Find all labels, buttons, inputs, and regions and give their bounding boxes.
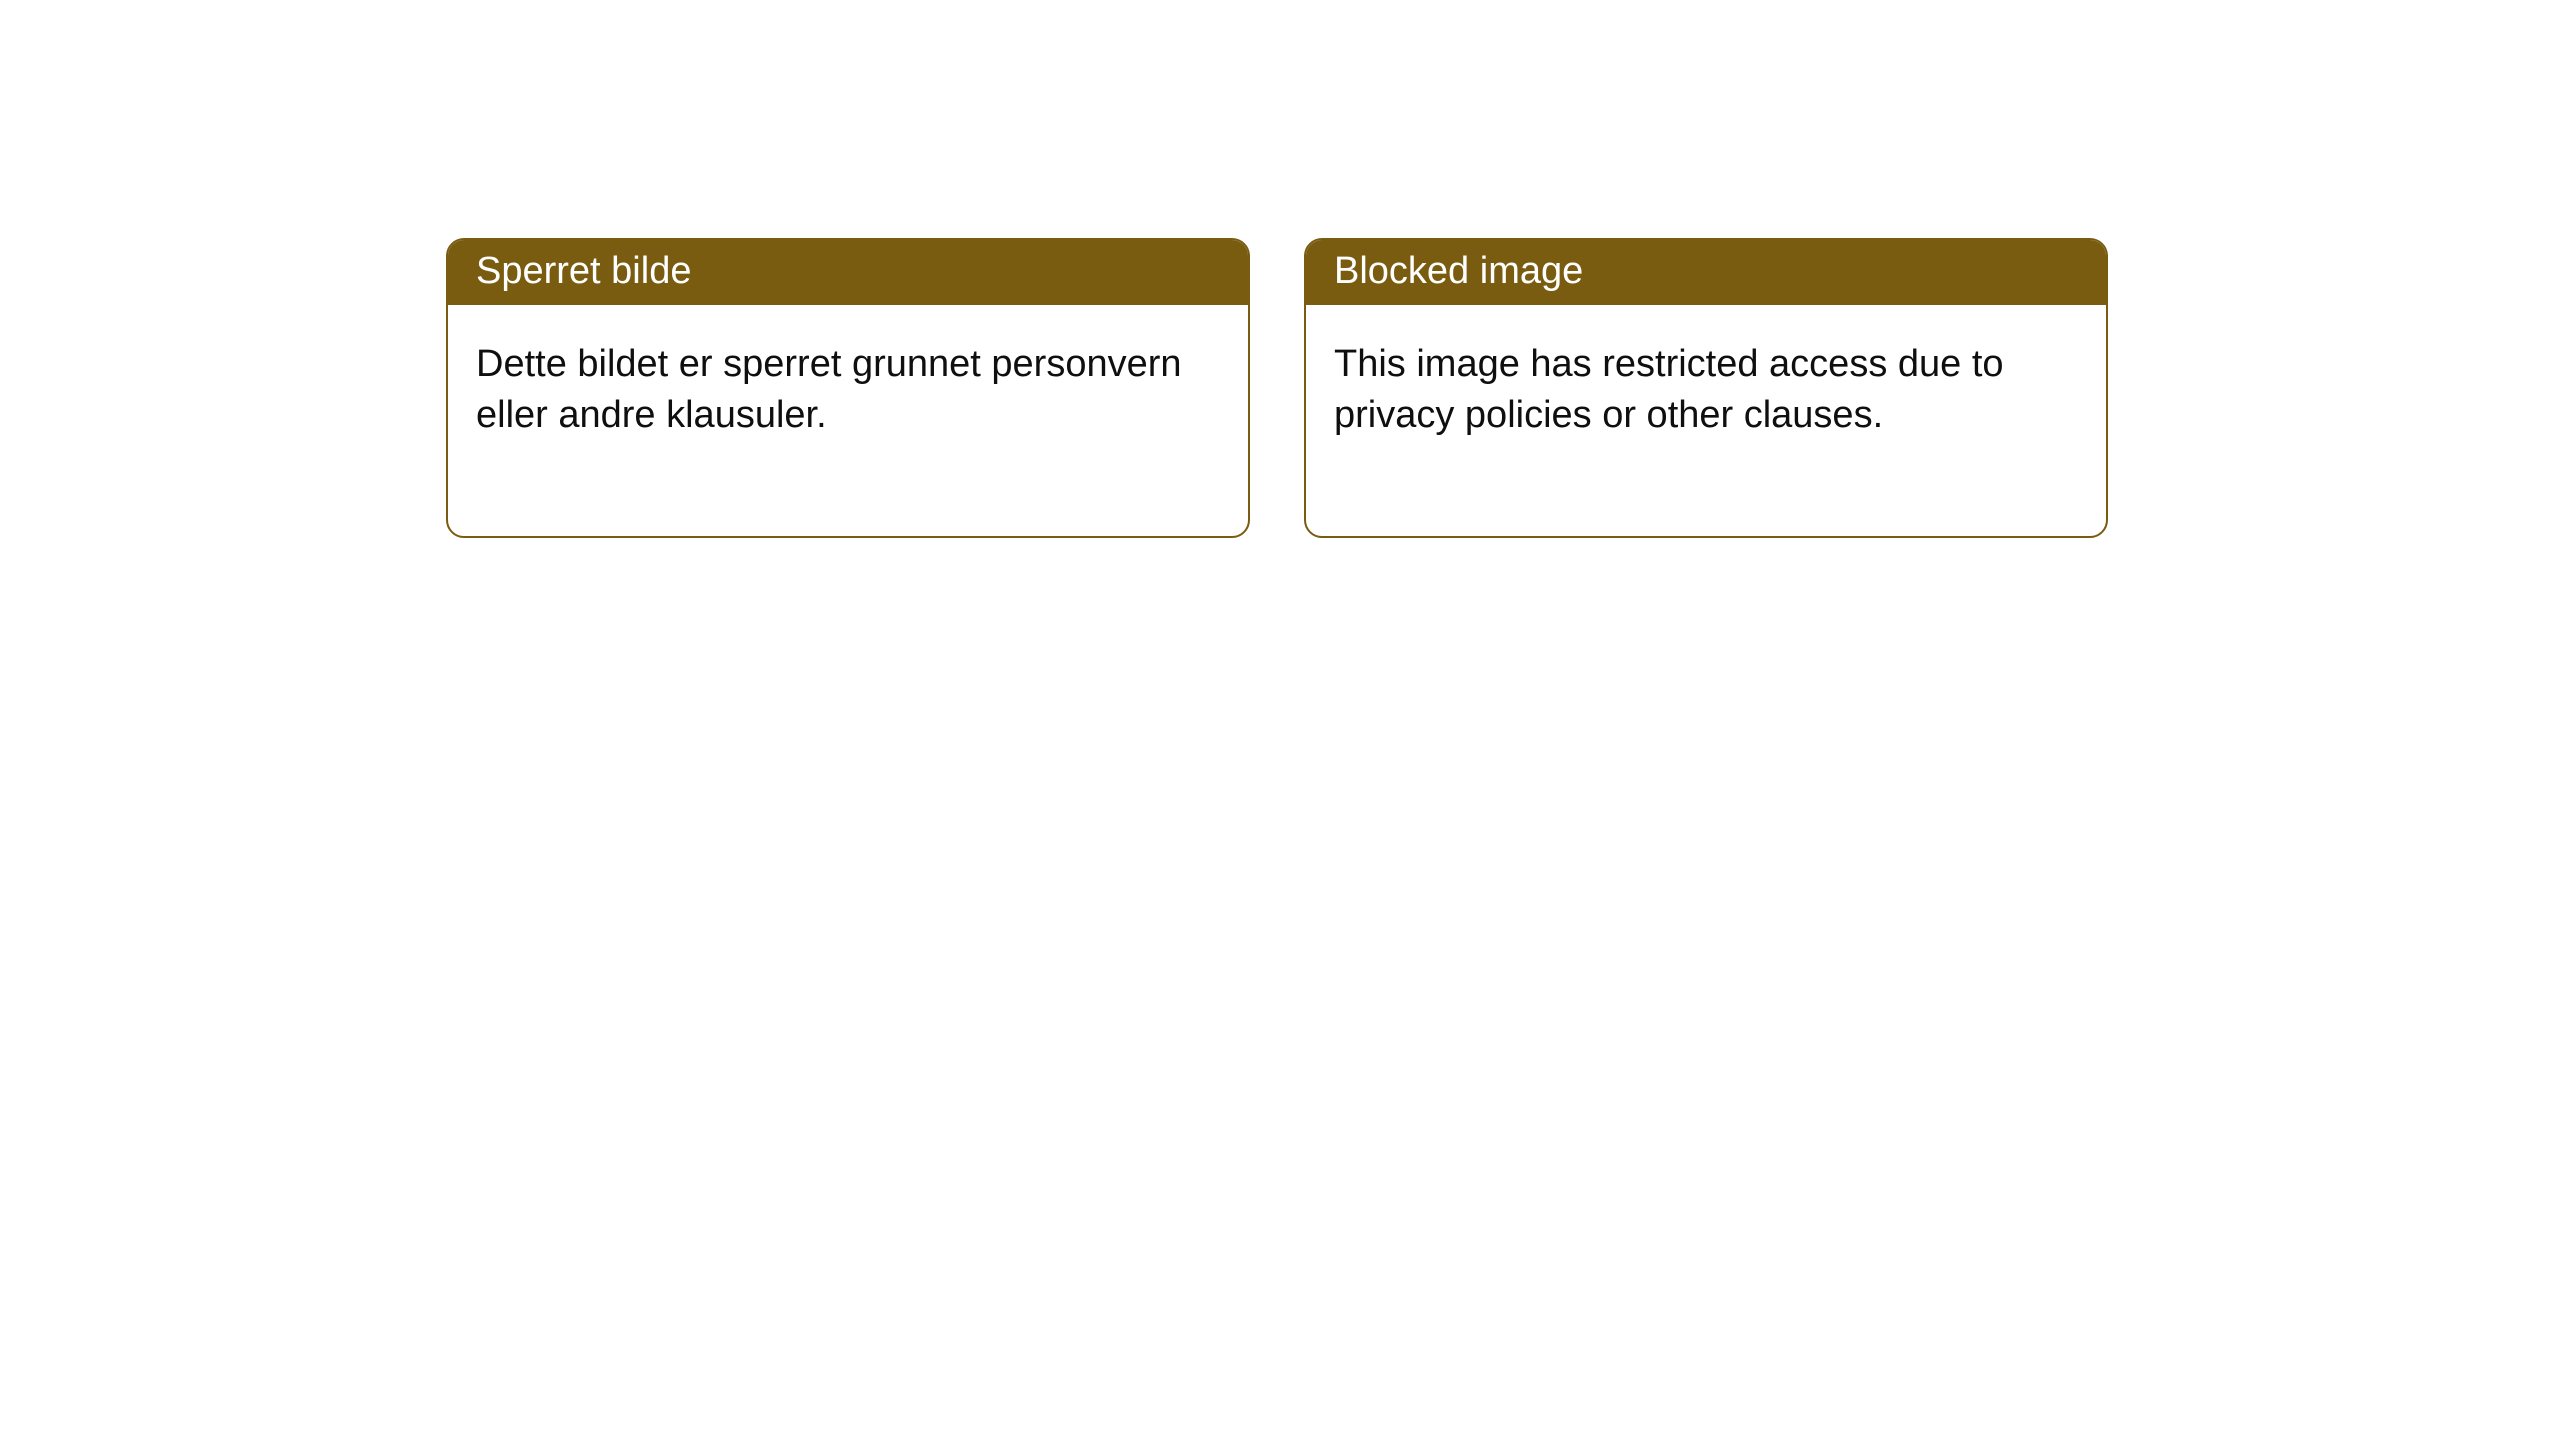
notice-title: Blocked image <box>1306 240 2106 305</box>
notice-card-english: Blocked image This image has restricted … <box>1304 238 2108 538</box>
notice-card-norwegian: Sperret bilde Dette bildet er sperret gr… <box>446 238 1250 538</box>
notice-body: Dette bildet er sperret grunnet personve… <box>448 305 1248 536</box>
notice-title: Sperret bilde <box>448 240 1248 305</box>
notice-container: Sperret bilde Dette bildet er sperret gr… <box>0 0 2560 538</box>
notice-body: This image has restricted access due to … <box>1306 305 2106 536</box>
